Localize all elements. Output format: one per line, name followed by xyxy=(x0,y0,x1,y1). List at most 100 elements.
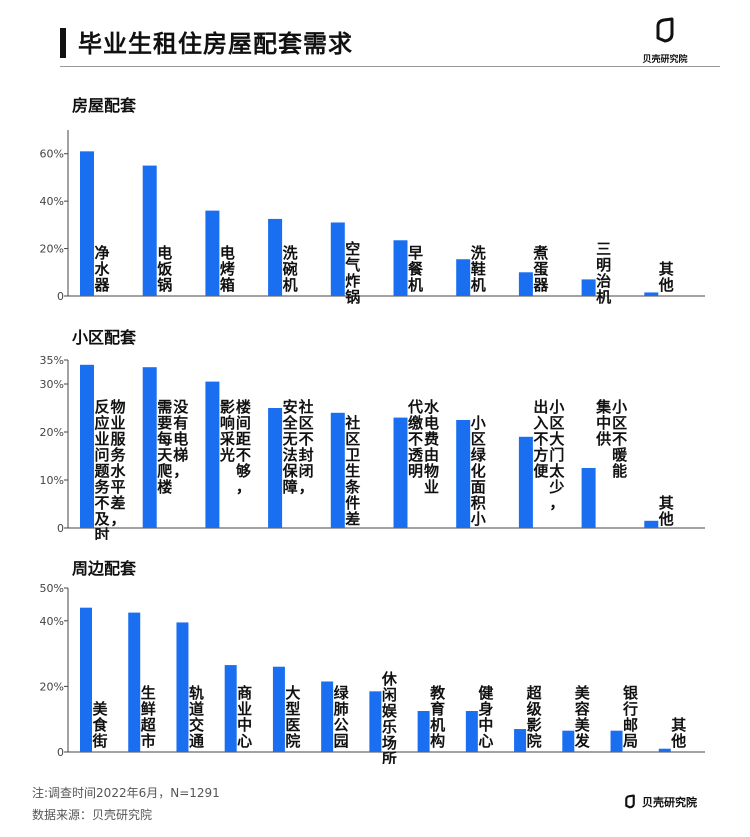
category-label-char: 透 xyxy=(408,446,424,464)
bar xyxy=(80,607,92,752)
category-label-char: 无 xyxy=(282,430,298,448)
bar xyxy=(80,151,94,296)
bar xyxy=(205,210,220,296)
bar xyxy=(581,468,596,528)
category-label-char: 务 xyxy=(110,446,126,464)
y-tick-label: 10% xyxy=(40,474,64,487)
category-label-char: 早 xyxy=(408,244,423,262)
header-divider xyxy=(60,66,720,67)
category-label-char: 乐 xyxy=(382,718,397,736)
category-label-char: 医 xyxy=(285,716,300,734)
category-label-char: 机 xyxy=(408,276,423,294)
chart-community-facilities: 010%20%30%35%物业服务水平差，反应业问题务不及时解决没有电梯，需要每… xyxy=(40,354,705,540)
category-label-char: 业 xyxy=(110,414,125,432)
bar xyxy=(644,520,659,528)
category-label-char: 没 xyxy=(173,398,189,416)
y-tick-label: 20% xyxy=(40,426,64,439)
category-label-char: 区 xyxy=(345,430,360,448)
bar xyxy=(128,612,141,752)
category-label-char: 电 xyxy=(173,430,188,448)
category-label-char: 区 xyxy=(549,414,564,432)
category-label-char: 器 xyxy=(93,276,110,294)
bar xyxy=(205,381,220,528)
bar xyxy=(369,691,382,752)
category-label-char: 反 xyxy=(94,398,109,416)
category-label-char: 明 xyxy=(408,462,423,480)
category-label-char: 障 xyxy=(283,478,298,496)
category-label-char: 级 xyxy=(527,700,543,718)
section-title-surrounding: 周边配套 xyxy=(72,559,137,578)
category-label-char: 保 xyxy=(282,462,299,480)
category-label-char: 锅 xyxy=(345,288,360,306)
category-label-char: 平 xyxy=(110,478,125,496)
category-label-char: 净 xyxy=(94,244,109,262)
bar xyxy=(142,367,157,528)
page-title: 毕业生租住房屋配套需求 xyxy=(78,30,353,58)
category-label-char: 服 xyxy=(110,430,126,448)
bar xyxy=(514,729,527,752)
category-label-char: 机 xyxy=(430,716,445,734)
category-label-char: 治 xyxy=(596,272,611,290)
bar xyxy=(465,711,478,752)
category-label-char: 公 xyxy=(334,716,349,734)
bar xyxy=(610,730,623,752)
category-label-char: ， xyxy=(549,494,564,512)
category-label-char: 美 xyxy=(92,700,108,718)
category-label-char: 其 xyxy=(659,260,674,278)
category-label-char: 超 xyxy=(140,716,157,734)
category-label-char: 水 xyxy=(110,462,126,480)
category-label-char: 生 xyxy=(345,462,360,480)
brand-name: 贝壳研究院 xyxy=(642,55,688,65)
section-title-community: 小区配套 xyxy=(72,328,137,347)
category-label-char: 法 xyxy=(283,446,298,464)
category-label-char: 梯 xyxy=(173,446,188,464)
bar xyxy=(330,412,345,528)
category-label-char: 其 xyxy=(659,494,674,512)
category-label-char: 水 xyxy=(94,260,110,278)
category-label-char: 绿 xyxy=(471,446,487,464)
category-label-char: 其 xyxy=(671,716,686,734)
bar xyxy=(518,436,533,528)
category-label-char: 代 xyxy=(407,398,423,416)
category-label-char: 件 xyxy=(345,494,360,512)
category-label-char: 天 xyxy=(157,446,173,464)
bar xyxy=(393,240,408,296)
category-label-char: 小 xyxy=(471,414,486,432)
category-label-char: 鞋 xyxy=(471,260,486,278)
bar xyxy=(518,272,533,296)
category-label-char: 蛋 xyxy=(533,260,548,278)
category-label-char: 食 xyxy=(92,716,108,734)
category-label-char: 光 xyxy=(219,446,235,464)
category-label-char: 场 xyxy=(382,734,397,752)
category-label-char: 入 xyxy=(533,414,548,432)
category-label-char: 院 xyxy=(285,732,300,750)
y-tick-label: 0 xyxy=(57,746,64,759)
category-label-char: 出 xyxy=(533,398,548,416)
category-label-char: 不 xyxy=(408,430,423,448)
category-label-char: 邮 xyxy=(623,716,638,734)
category-label-char: 全 xyxy=(282,414,299,432)
category-label-char: 够 xyxy=(235,462,251,480)
category-label-char: 电 xyxy=(220,244,235,262)
category-label-char: 区 xyxy=(471,430,486,448)
category-label-char: 轨 xyxy=(189,684,204,702)
y-tick-label: 60% xyxy=(40,148,64,161)
category-label-char: 闲 xyxy=(382,686,397,704)
bar xyxy=(417,711,430,752)
category-label-char: 区 xyxy=(612,414,627,432)
category-label-char: 务 xyxy=(94,478,110,496)
category-label-char: 机 xyxy=(596,288,611,306)
brand-logo: 贝壳研究院 xyxy=(640,16,690,65)
category-label-char: 他 xyxy=(670,732,686,750)
y-tick-label: 35% xyxy=(40,354,64,367)
category-label-char: 所 xyxy=(382,750,397,764)
bar xyxy=(456,259,471,296)
category-label-char: 洗 xyxy=(283,244,298,262)
category-label-char: 他 xyxy=(658,510,674,528)
category-label-char: 影 xyxy=(220,398,235,416)
y-tick-label: 20% xyxy=(40,243,64,256)
category-label-char: 及 xyxy=(94,510,110,528)
category-label-char: 少 xyxy=(548,478,564,496)
bar xyxy=(80,364,94,528)
category-label-char: 距 xyxy=(236,430,251,448)
